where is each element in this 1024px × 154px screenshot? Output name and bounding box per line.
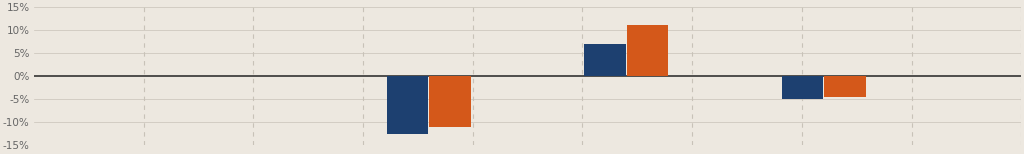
- Bar: [781, 76, 823, 99]
- Bar: [824, 76, 865, 97]
- Bar: [387, 76, 428, 134]
- Bar: [429, 76, 471, 127]
- Bar: [627, 25, 669, 76]
- Bar: [585, 44, 626, 76]
